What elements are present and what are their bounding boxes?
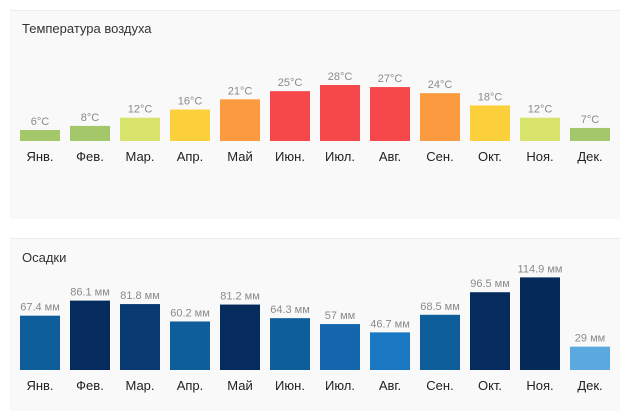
precipitation-category-label: Сен. bbox=[426, 378, 453, 393]
precipitation-chart: 67.4 мм Янв. 86.1 мм Фев. 81.8 мм Мар. 60.2 мм… bbox=[20, 263, 610, 393]
precipitation-bar bbox=[570, 346, 610, 370]
temperature-title: Температура воздуха bbox=[22, 21, 152, 36]
temperature-panel: Температура воздуха 6°C Янв. 8°C Фев. 12°C Ма… bbox=[10, 10, 620, 219]
temperature-bar bbox=[320, 85, 360, 141]
precipitation-bar bbox=[420, 314, 460, 370]
temperature-category-label: Янв. bbox=[26, 149, 53, 164]
temperature-chart: 6°C Янв. 8°C Фев. 12°C Мар. 16°C Апр. 21°C Май 25°… bbox=[20, 71, 610, 164]
temperature-category-label: Авг. bbox=[379, 149, 401, 164]
temperature-value-label: 18°C bbox=[478, 91, 503, 103]
precipitation-value-label: 64.3 мм bbox=[270, 304, 310, 316]
precipitation-value-label: 29 мм bbox=[575, 333, 605, 345]
temperature-bar bbox=[420, 93, 460, 141]
temperature-value-label: 12°C bbox=[528, 104, 553, 116]
precipitation-category-label: Ноя. bbox=[526, 378, 553, 393]
precipitation-bar bbox=[170, 321, 210, 370]
temperature-bar bbox=[270, 91, 310, 141]
temperature-bar bbox=[520, 117, 560, 141]
precipitation-value-label: 81.2 мм bbox=[220, 291, 260, 303]
precipitation-panel: Осадки 67.4 мм Янв. 86.1 мм Фев. 81.8 мм Мар.… bbox=[10, 238, 620, 411]
precipitation-category-label: Дек. bbox=[577, 378, 602, 393]
precipitation-bar bbox=[520, 277, 560, 370]
temperature-category-label: Дек. bbox=[577, 149, 602, 164]
temperature-category-label: Сен. bbox=[426, 149, 453, 164]
precipitation-bar bbox=[70, 300, 110, 370]
temperature-bar bbox=[70, 125, 110, 141]
precipitation-category-label: Июл. bbox=[325, 378, 355, 393]
precipitation-value-label: 68.5 мм bbox=[420, 301, 460, 313]
precipitation-value-label: 57 мм bbox=[325, 310, 355, 322]
temperature-bar bbox=[20, 130, 60, 141]
precipitation-bar bbox=[470, 292, 510, 370]
precipitation-bar bbox=[370, 332, 410, 370]
temperature-value-label: 28°C bbox=[328, 71, 353, 83]
precipitation-category-label: Мар. bbox=[125, 378, 154, 393]
temperature-value-label: 27°C bbox=[378, 73, 403, 85]
precipitation-category-label: Июн. bbox=[275, 378, 305, 393]
temperature-value-label: 12°C bbox=[128, 104, 153, 116]
precipitation-category-label: Янв. bbox=[26, 378, 53, 393]
precipitation-bar bbox=[320, 324, 360, 370]
temperature-category-label: Май bbox=[227, 149, 252, 164]
precipitation-value-label: 46.7 мм bbox=[370, 318, 410, 330]
temperature-category-label: Окт. bbox=[478, 149, 502, 164]
precipitation-category-label: Фев. bbox=[76, 378, 104, 393]
temperature-value-label: 6°C bbox=[31, 116, 50, 128]
temperature-category-label: Июн. bbox=[275, 149, 305, 164]
temperature-value-label: 24°C bbox=[428, 79, 453, 91]
temperature-bar bbox=[470, 105, 510, 141]
temperature-category-label: Ноя. bbox=[526, 149, 553, 164]
temperature-bar bbox=[570, 127, 610, 141]
precipitation-category-label: Апр. bbox=[177, 378, 204, 393]
temperature-value-label: 25°C bbox=[278, 77, 303, 89]
temperature-value-label: 21°C bbox=[228, 85, 253, 97]
temperature-bar bbox=[170, 109, 210, 141]
temperature-value-label: 7°C bbox=[581, 114, 600, 126]
precipitation-value-label: 96.5 мм bbox=[470, 278, 510, 290]
precipitation-bar bbox=[20, 315, 60, 370]
temperature-category-label: Июл. bbox=[325, 149, 355, 164]
temperature-value-label: 8°C bbox=[81, 112, 100, 124]
temperature-bar bbox=[220, 99, 260, 141]
precipitation-value-label: 114.9 мм bbox=[518, 263, 563, 275]
precipitation-title: Осадки bbox=[22, 250, 67, 265]
precipitation-bar bbox=[220, 304, 260, 370]
temperature-category-label: Апр. bbox=[177, 149, 204, 164]
precipitation-value-label: 86.1 мм bbox=[70, 287, 110, 299]
precipitation-category-label: Авг. bbox=[379, 378, 401, 393]
precipitation-bar bbox=[270, 318, 310, 370]
precipitation-bar bbox=[120, 304, 160, 370]
temperature-value-label: 16°C bbox=[178, 96, 203, 108]
precipitation-category-label: Май bbox=[227, 378, 252, 393]
temperature-bar bbox=[370, 87, 410, 141]
precipitation-value-label: 67.4 мм bbox=[20, 302, 60, 314]
precipitation-value-label: 81.8 мм bbox=[120, 290, 160, 302]
temperature-bar bbox=[120, 117, 160, 141]
precipitation-category-label: Окт. bbox=[478, 378, 502, 393]
temperature-category-label: Мар. bbox=[125, 149, 154, 164]
precipitation-value-label: 60.2 мм bbox=[170, 307, 210, 319]
temperature-category-label: Фев. bbox=[76, 149, 104, 164]
